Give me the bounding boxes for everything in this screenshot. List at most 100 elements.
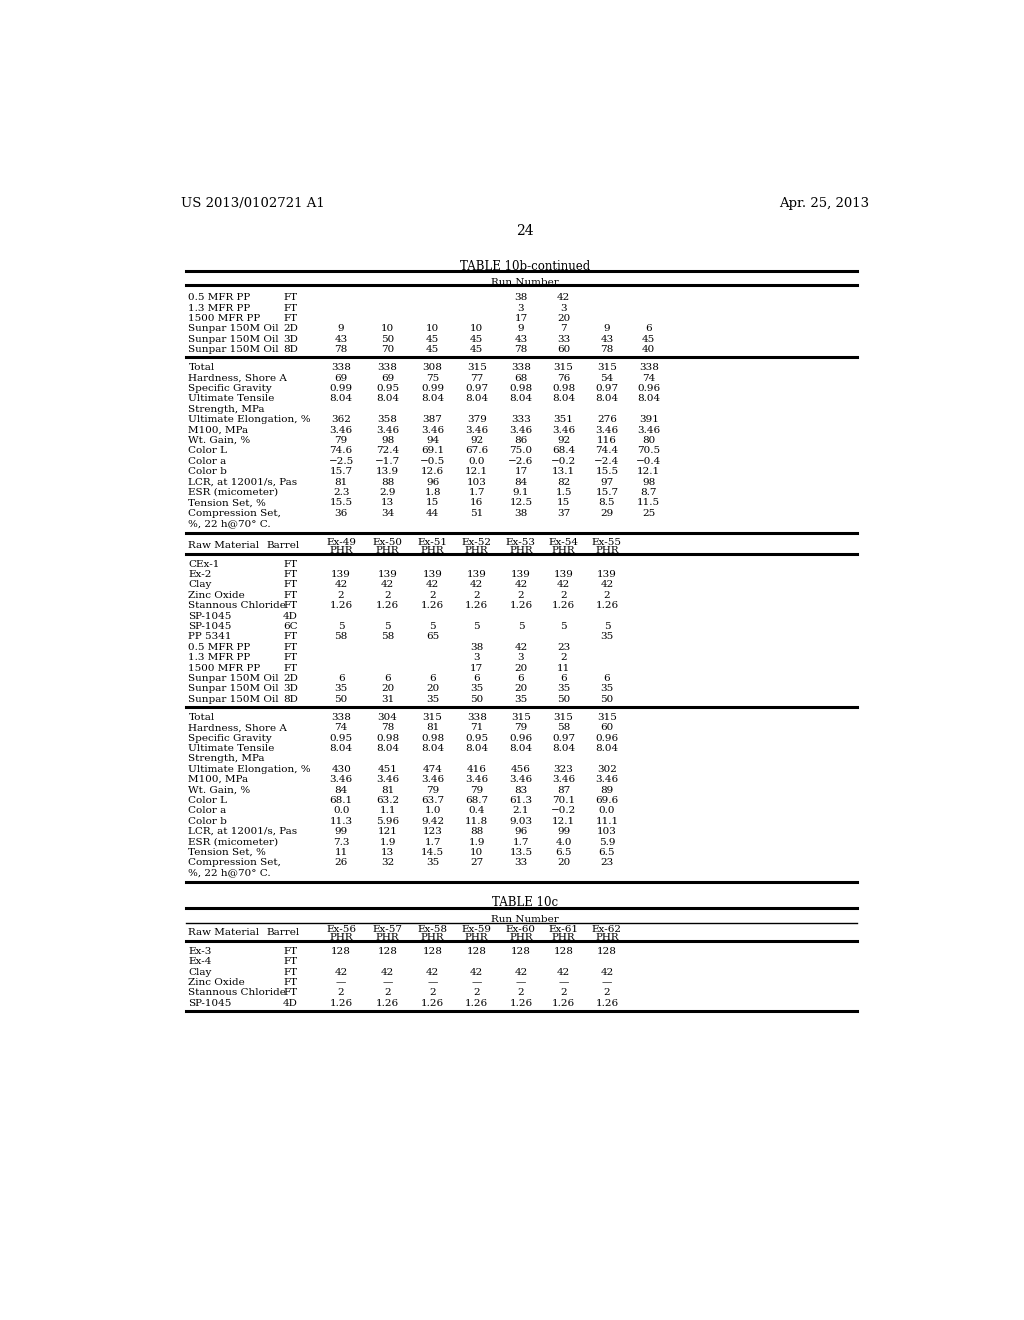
Text: 2: 2 [338, 591, 344, 599]
Text: 3.46: 3.46 [421, 775, 444, 784]
Text: 1.26: 1.26 [465, 999, 488, 1008]
Text: 69: 69 [335, 374, 348, 383]
Text: 82: 82 [557, 478, 570, 487]
Text: 42: 42 [335, 968, 348, 977]
Text: 33: 33 [557, 335, 570, 343]
Text: 45: 45 [426, 345, 439, 354]
Text: 10: 10 [470, 847, 483, 857]
Text: 34: 34 [381, 508, 394, 517]
Text: 35: 35 [470, 684, 483, 693]
Text: 0.97: 0.97 [465, 384, 488, 393]
Text: 92: 92 [470, 436, 483, 445]
Text: 12.1: 12.1 [552, 817, 575, 826]
Text: 2: 2 [560, 591, 567, 599]
Text: 20: 20 [514, 684, 527, 693]
Text: Clay: Clay [188, 968, 212, 977]
Text: 315: 315 [554, 363, 573, 372]
Text: FT: FT [283, 643, 297, 652]
Text: 75.0: 75.0 [509, 446, 532, 455]
Text: —: — [602, 978, 612, 987]
Text: 2: 2 [517, 591, 524, 599]
Text: 88: 88 [470, 828, 483, 836]
Text: 42: 42 [470, 968, 483, 977]
Text: Tension Set, %: Tension Set, % [188, 847, 266, 857]
Text: Ex-49: Ex-49 [326, 539, 356, 546]
Text: 1.26: 1.26 [552, 999, 575, 1008]
Text: 451: 451 [378, 764, 397, 774]
Text: 0.95: 0.95 [376, 384, 399, 393]
Text: 1.26: 1.26 [330, 999, 352, 1008]
Text: 42: 42 [426, 581, 439, 589]
Text: 6: 6 [517, 675, 524, 682]
Text: 92: 92 [557, 436, 570, 445]
Text: 78: 78 [381, 723, 394, 733]
Text: Total: Total [188, 713, 215, 722]
Text: Color a: Color a [188, 807, 226, 816]
Text: 8.04: 8.04 [376, 744, 399, 752]
Text: 69.1: 69.1 [421, 446, 444, 455]
Text: 3: 3 [517, 653, 524, 663]
Text: PHR: PHR [330, 933, 353, 942]
Text: —: — [382, 978, 393, 987]
Text: 338: 338 [511, 363, 530, 372]
Text: PHR: PHR [465, 933, 488, 942]
Text: 128: 128 [597, 946, 616, 956]
Text: 75: 75 [426, 374, 439, 383]
Text: 323: 323 [554, 764, 573, 774]
Text: 8.04: 8.04 [509, 395, 532, 404]
Text: 68.1: 68.1 [330, 796, 352, 805]
Text: 5.96: 5.96 [376, 817, 399, 826]
Text: 2: 2 [517, 989, 524, 998]
Text: 20: 20 [381, 684, 394, 693]
Text: 6: 6 [429, 675, 436, 682]
Text: 9.03: 9.03 [509, 817, 532, 826]
Text: FT: FT [283, 957, 297, 966]
Text: 0.97: 0.97 [595, 384, 618, 393]
Text: 9: 9 [517, 325, 524, 334]
Text: 35: 35 [514, 694, 527, 704]
Text: 50: 50 [381, 335, 394, 343]
Text: 54: 54 [600, 374, 613, 383]
Text: 3D: 3D [283, 335, 298, 343]
Text: 37: 37 [557, 508, 570, 517]
Text: 40: 40 [642, 345, 655, 354]
Text: 4D: 4D [283, 999, 298, 1008]
Text: Sunpar 150M Oil: Sunpar 150M Oil [188, 335, 280, 343]
Text: Ex-59: Ex-59 [462, 925, 492, 935]
Text: —: — [516, 978, 526, 987]
Text: 8.04: 8.04 [376, 395, 399, 404]
Text: 139: 139 [331, 570, 351, 579]
Text: 338: 338 [639, 363, 658, 372]
Text: 89: 89 [600, 785, 613, 795]
Text: 12.6: 12.6 [421, 467, 444, 477]
Text: Zinc Oxide: Zinc Oxide [188, 978, 245, 987]
Text: FT: FT [283, 601, 297, 610]
Text: 8.04: 8.04 [330, 744, 352, 752]
Text: FT: FT [283, 664, 297, 672]
Text: −0.2: −0.2 [551, 457, 577, 466]
Text: Stannous Chloride: Stannous Chloride [188, 989, 287, 998]
Text: 11.8: 11.8 [465, 817, 488, 826]
Text: 3.46: 3.46 [595, 425, 618, 434]
Text: 0.99: 0.99 [330, 384, 352, 393]
Text: 71: 71 [470, 723, 483, 733]
Text: M100, MPa: M100, MPa [188, 425, 249, 434]
Text: 5: 5 [473, 622, 480, 631]
Text: 1.26: 1.26 [509, 601, 532, 610]
Text: —: — [427, 978, 438, 987]
Text: 35: 35 [600, 684, 613, 693]
Text: 42: 42 [381, 581, 394, 589]
Text: Sunpar 150M Oil: Sunpar 150M Oil [188, 694, 280, 704]
Text: Ex-58: Ex-58 [418, 925, 447, 935]
Text: 97: 97 [600, 478, 613, 487]
Text: PHR: PHR [465, 545, 488, 554]
Text: 6: 6 [473, 675, 480, 682]
Text: Sunpar 150M Oil: Sunpar 150M Oil [188, 684, 280, 693]
Text: 9: 9 [338, 325, 344, 334]
Text: 315: 315 [511, 713, 530, 722]
Text: Run Number: Run Number [490, 277, 559, 286]
Text: 2D: 2D [283, 675, 298, 682]
Text: 5: 5 [517, 622, 524, 631]
Text: 5: 5 [384, 622, 391, 631]
Text: Ultimate Elongation, %: Ultimate Elongation, % [188, 416, 311, 424]
